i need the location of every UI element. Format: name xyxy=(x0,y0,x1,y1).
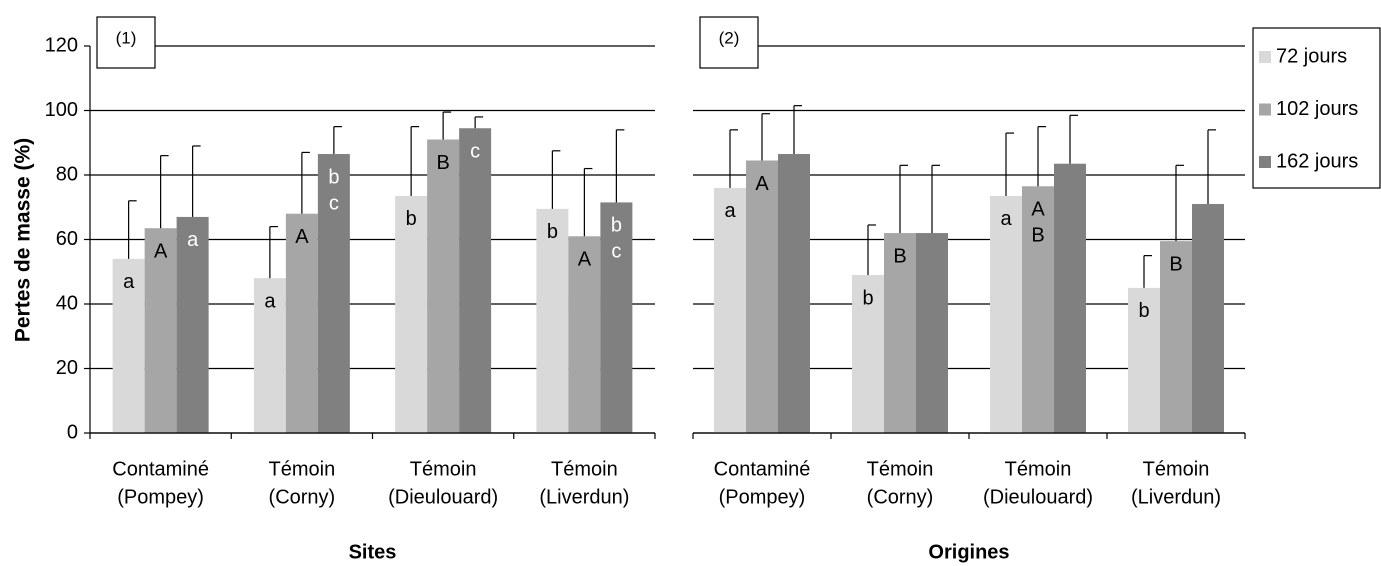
x-tick-label: (Corny) xyxy=(269,486,336,508)
bar xyxy=(568,236,601,433)
legend-label: 72 jours xyxy=(1276,45,1347,67)
y-tick-label: 80 xyxy=(56,163,78,185)
significance-letter: b xyxy=(1138,300,1149,322)
x-tick-label: Témoin xyxy=(269,458,336,480)
x-tick-label: (Liverdun) xyxy=(539,486,629,508)
bar xyxy=(317,154,350,433)
y-tick-label: 100 xyxy=(45,99,78,121)
x-tick-label: Témoin xyxy=(1143,458,1210,480)
bar xyxy=(1128,287,1160,433)
bar xyxy=(536,208,569,433)
significance-letter: A xyxy=(154,240,168,262)
bar xyxy=(176,216,209,433)
bar xyxy=(916,233,948,433)
panel-label: (2) xyxy=(719,28,740,47)
bar xyxy=(285,213,318,433)
significance-letter: A xyxy=(755,173,769,195)
x-tick-label: (Dieulouard) xyxy=(388,486,498,508)
significance-letter: b xyxy=(406,208,417,230)
bar xyxy=(144,228,177,433)
x-tick-label: Témoin xyxy=(867,458,934,480)
significance-letter: A xyxy=(578,249,592,271)
significance-letter: B xyxy=(1169,253,1182,275)
significance-letter: b xyxy=(611,215,622,237)
x-tick-label: (Liverdun) xyxy=(1131,486,1221,508)
bar xyxy=(1054,163,1086,433)
bar xyxy=(1192,204,1224,433)
y-tick-label: 120 xyxy=(45,34,78,56)
x-tick-label: (Pompey) xyxy=(719,486,806,508)
x-tick-label: (Corny) xyxy=(867,486,934,508)
bar xyxy=(852,274,884,433)
significance-letter: a xyxy=(187,229,199,251)
bar xyxy=(600,202,633,433)
significance-letter: a xyxy=(264,290,276,312)
bar xyxy=(1160,241,1192,433)
panel-label: (1) xyxy=(116,28,137,47)
legend-swatch xyxy=(1259,51,1271,63)
legend-box xyxy=(1252,27,1381,189)
significance-letter: b xyxy=(547,221,558,243)
legend-label: 102 jours xyxy=(1276,98,1358,120)
significance-letter: b xyxy=(328,166,339,188)
bar xyxy=(1022,186,1054,433)
significance-letter: c xyxy=(329,192,339,214)
significance-letter: B xyxy=(436,152,449,174)
legend-swatch xyxy=(1259,103,1271,116)
x-tick-label: (Pompey) xyxy=(117,486,204,508)
bar xyxy=(990,195,1022,433)
panel-label-box xyxy=(96,16,156,69)
bar xyxy=(253,278,286,433)
x-tick-label: (Dieulouard) xyxy=(983,486,1093,508)
y-tick-label: 0 xyxy=(67,421,78,443)
bar xyxy=(112,258,145,433)
bar xyxy=(778,154,810,433)
significance-letter: a xyxy=(724,200,736,222)
bar xyxy=(884,233,916,433)
x-axis-label: Sites xyxy=(349,541,397,563)
bar xyxy=(459,128,492,434)
x-tick-label: Contaminé xyxy=(714,458,811,480)
x-tick-label: Témoin xyxy=(1005,458,1072,480)
significance-letter: A xyxy=(295,226,309,248)
legend-swatch xyxy=(1259,156,1271,168)
x-tick-label: Contaminé xyxy=(112,458,209,480)
y-axis-label: Pertes de masse (%) xyxy=(12,138,35,342)
bar xyxy=(395,195,428,433)
bar xyxy=(427,139,460,433)
significance-letter: a xyxy=(1000,208,1012,230)
significance-letter: c xyxy=(470,141,480,163)
y-tick-label: 40 xyxy=(56,292,78,314)
bar xyxy=(714,187,746,433)
significance-letter: c xyxy=(611,241,621,263)
bar xyxy=(746,160,778,434)
x-tick-label: Témoin xyxy=(551,458,618,480)
significance-letter: B xyxy=(893,245,906,267)
x-axis-label: Origines xyxy=(928,541,1009,563)
significance-letter: B xyxy=(1031,225,1044,247)
panel-label-box xyxy=(699,16,759,69)
significance-letter: a xyxy=(123,271,135,293)
x-tick-label: Témoin xyxy=(410,458,477,480)
legend-label: 162 jours xyxy=(1276,150,1358,172)
y-tick-label: 60 xyxy=(56,228,78,250)
significance-letter: b xyxy=(862,287,873,309)
significance-letter: A xyxy=(1031,199,1045,221)
y-tick-label: 20 xyxy=(56,357,78,379)
